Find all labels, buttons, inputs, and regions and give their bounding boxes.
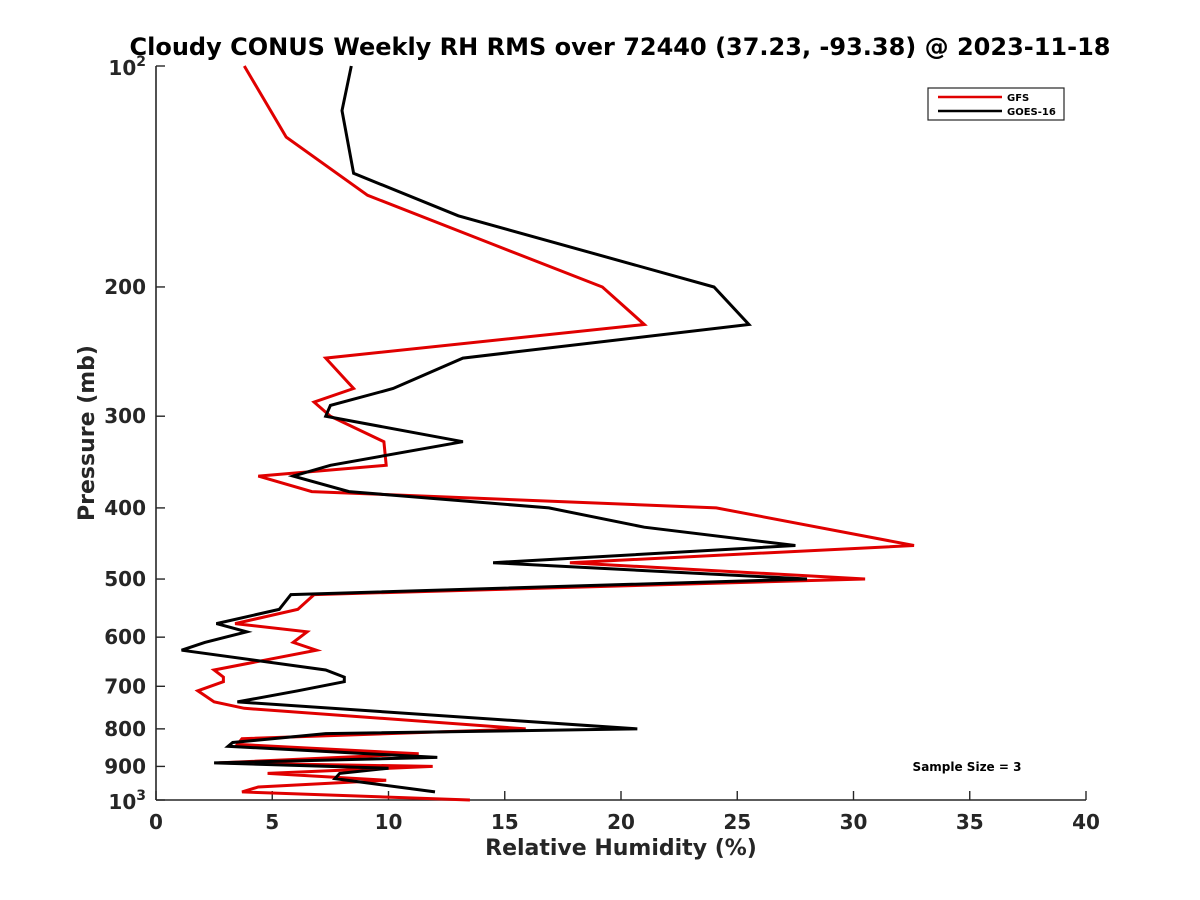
y-tick-label: 700 xyxy=(104,674,146,698)
y-tick-base: 10 xyxy=(108,790,136,814)
legend-label-goes16: GOES-16 xyxy=(1007,107,1056,118)
legend: GFS GOES-16 xyxy=(927,87,1065,121)
series-line-gfs xyxy=(194,65,915,802)
y-tick-label-power: 102 xyxy=(108,54,146,80)
x-tick-label: 30 xyxy=(840,810,868,834)
y-tick-label: 600 xyxy=(104,625,146,649)
x-tick-label: 10 xyxy=(375,810,403,834)
x-tick-label: 35 xyxy=(956,810,984,834)
chart-title: Cloudy CONUS Weekly RH RMS over 72440 (3… xyxy=(130,33,1111,61)
series-lines xyxy=(181,65,915,802)
x-tick-label: 0 xyxy=(149,810,163,834)
y-tick-exponent: 2 xyxy=(136,54,146,70)
y-tick-label: 500 xyxy=(104,567,146,591)
x-tick-label: 15 xyxy=(491,810,519,834)
legend-label-gfs: GFS xyxy=(1007,93,1029,104)
y-tick-label-power: 103 xyxy=(108,788,146,814)
y-axis-label: Pressure (mb) xyxy=(75,345,100,521)
x-tick-label: 40 xyxy=(1072,810,1100,834)
y-tick-label: 200 xyxy=(104,275,146,299)
x-ticks: 0 5 10 15 20 25 30 35 40 xyxy=(149,791,1100,834)
legend-box xyxy=(927,87,1065,121)
y-tick-label: 900 xyxy=(104,754,146,778)
y-tick-exponent: 3 xyxy=(136,788,146,804)
x-tick-label: 20 xyxy=(607,810,635,834)
x-tick-label: 5 xyxy=(265,810,279,834)
x-axis-label: Relative Humidity (%) xyxy=(485,836,757,861)
series-line-goes16 xyxy=(181,65,808,794)
y-tick-label: 800 xyxy=(104,717,146,741)
y-tick-label: 300 xyxy=(104,404,146,428)
y-tick-label: 400 xyxy=(104,496,146,520)
x-tick-label: 25 xyxy=(723,810,751,834)
sample-size-annotation: Sample Size = 3 xyxy=(913,760,1022,774)
plot-area: 0 5 10 15 20 25 30 35 40 10220030040050060070080… xyxy=(104,54,1100,834)
y-tick-base: 10 xyxy=(108,56,136,80)
